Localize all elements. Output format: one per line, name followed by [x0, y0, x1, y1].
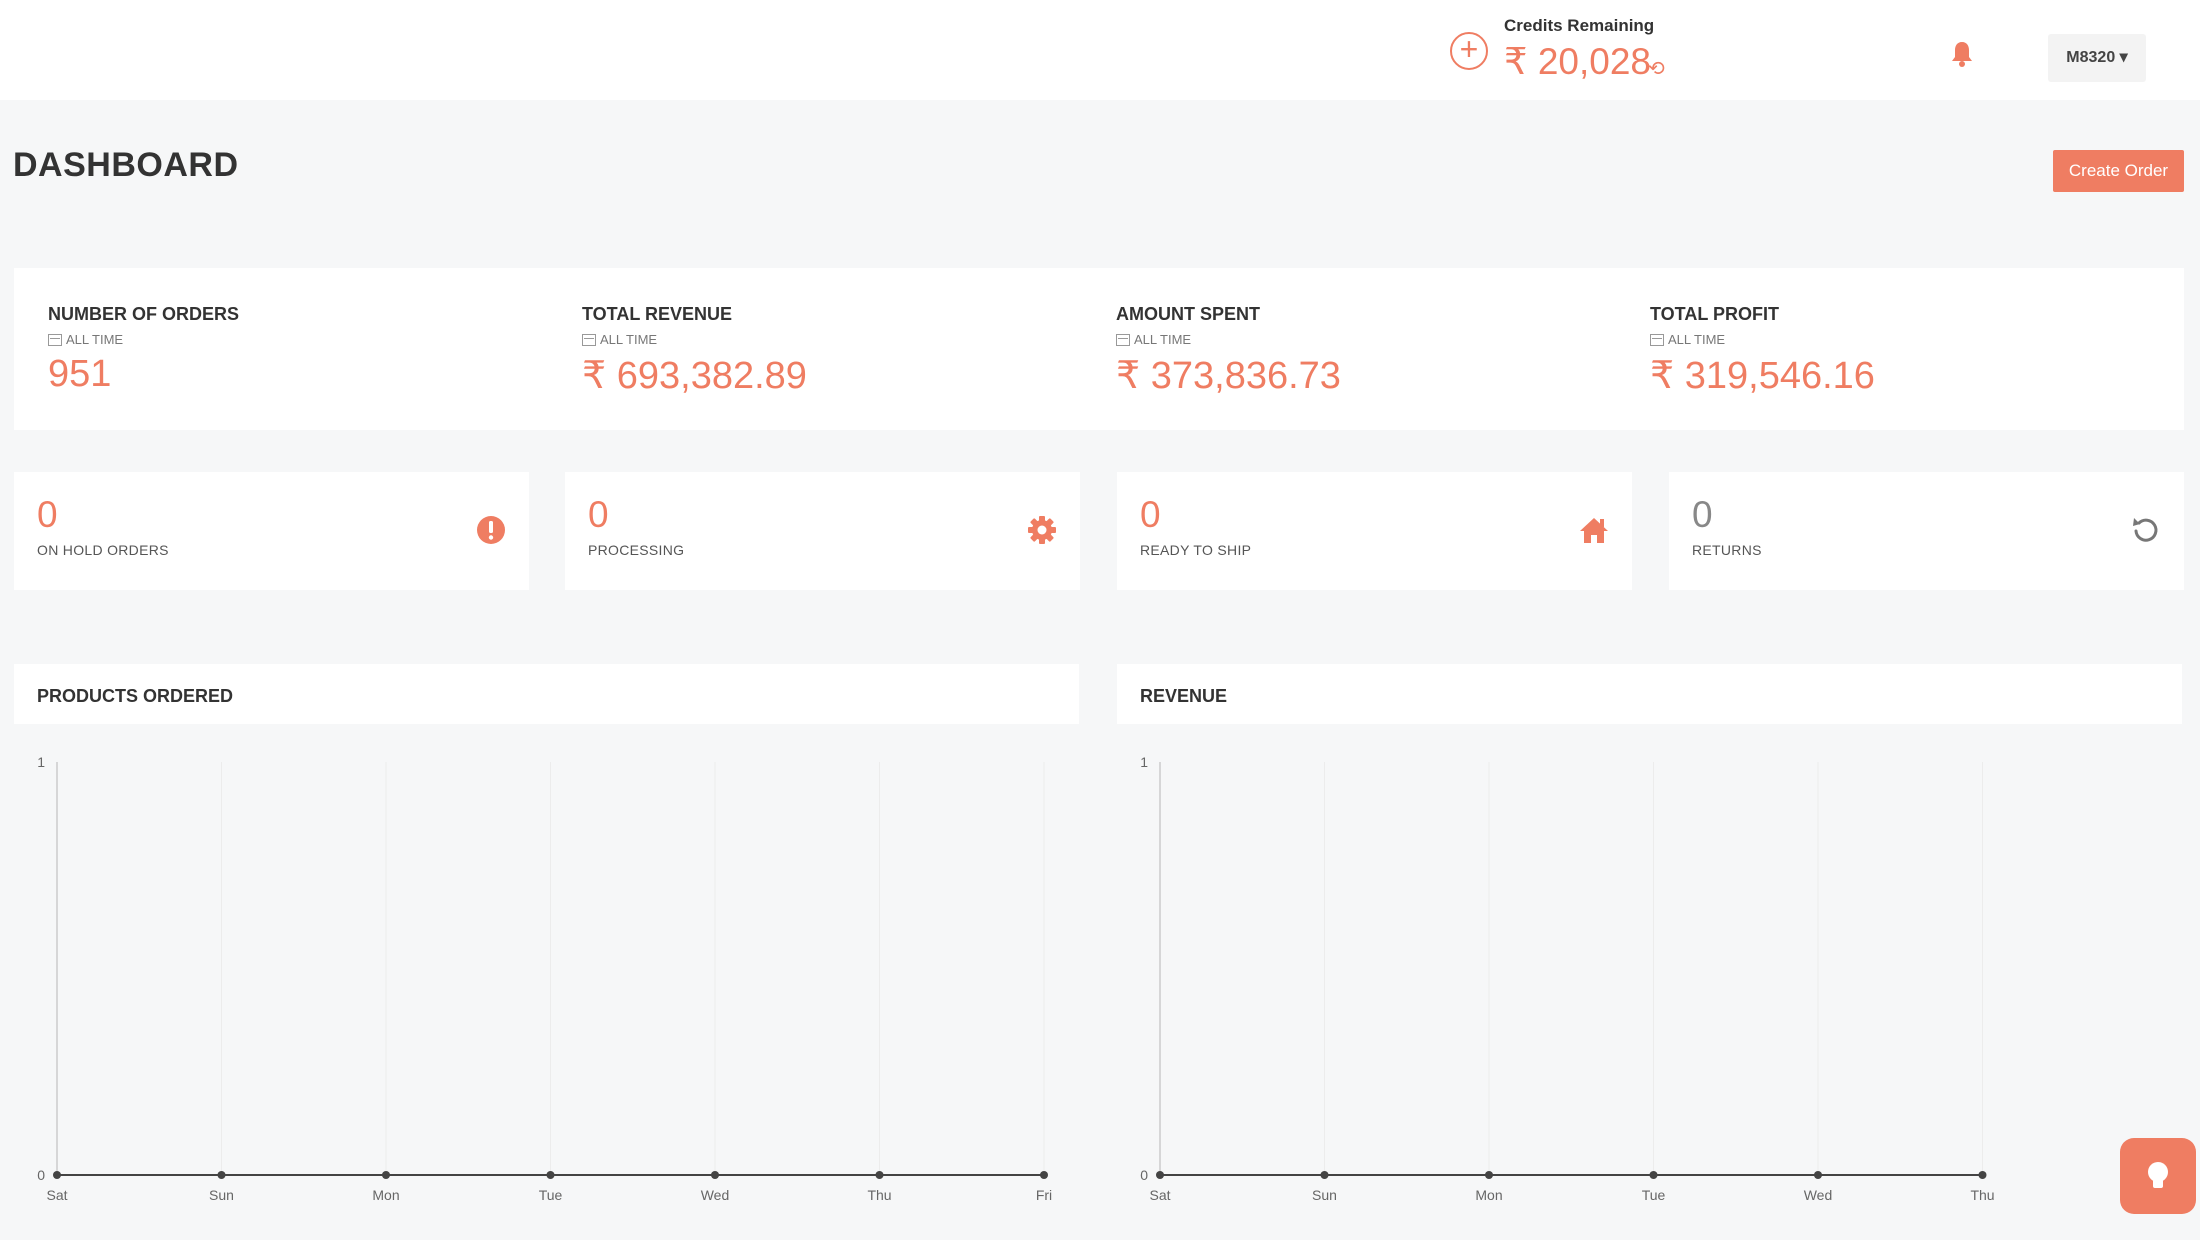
stat-total-profit: TOTAL PROFIT ALL TIME ₹ 319,546.16 — [1650, 304, 1875, 398]
stat-value: ₹ 373,836.73 — [1116, 355, 1341, 397]
data-point — [546, 1171, 555, 1179]
stat-period-text: ALL TIME — [66, 332, 124, 347]
x-tick-label: Thu — [867, 1187, 891, 1203]
calendar-icon — [48, 333, 62, 346]
products-ordered-chart: 0 1 Sat Sun Mon Tue Wed Thu Fri — [37, 754, 1052, 1203]
page-title: DASHBOARD — [13, 146, 239, 184]
x-tick-label: Sat — [1149, 1187, 1170, 1203]
credits-value: ₹ 20,028 — [1504, 41, 1651, 82]
x-tick-label: Sat — [46, 1187, 67, 1203]
top-bar: + Credits Remaining ₹ 20,028 ⟲ M8320 ▾ — [0, 0, 2200, 100]
help-chat-button[interactable] — [2120, 1138, 2196, 1214]
status-card-returns[interactable]: 0 RETURNS — [1669, 472, 2184, 590]
x-tick-label: Sun — [209, 1187, 234, 1203]
data-point — [1649, 1171, 1658, 1179]
y-tick-label: 0 — [1140, 1167, 1148, 1183]
status-card-on-hold[interactable]: 0 ON HOLD ORDERS — [14, 472, 529, 590]
status-label: PROCESSING — [588, 542, 685, 558]
stat-value: ₹ 319,546.16 — [1650, 355, 1875, 397]
plus-circle-icon[interactable]: + — [1450, 32, 1488, 70]
status-card-processing[interactable]: 0 PROCESSING — [565, 472, 1080, 590]
stat-label: TOTAL REVENUE — [582, 304, 733, 324]
undo-icon — [2133, 518, 2158, 542]
refresh-icon[interactable]: ⟲ — [1648, 58, 1665, 80]
x-tick-label: Sun — [1312, 1187, 1337, 1203]
stat-total-revenue: TOTAL REVENUE ALL TIME ₹ 693,382.89 — [582, 304, 807, 398]
status-count: 0 — [1140, 494, 1161, 535]
stat-number-of-orders: NUMBER OF ORDERS ALL TIME 951 — [48, 304, 239, 396]
data-point — [1978, 1171, 1987, 1179]
revenue-chart: 0 1 Sat Sun Mon Tue Wed Thu — [1140, 754, 1994, 1203]
status-label: RETURNS — [1692, 542, 1762, 558]
status-count: 0 — [37, 494, 58, 535]
x-tick-label: Wed — [1804, 1187, 1833, 1203]
data-point — [1156, 1171, 1164, 1179]
x-tick-label: Mon — [1475, 1187, 1502, 1203]
chart-title: REVENUE — [1140, 686, 1228, 706]
products-ordered-header: PRODUCTS ORDERED — [14, 664, 1079, 724]
data-point — [53, 1171, 61, 1179]
x-tick-label: Tue — [1642, 1187, 1666, 1203]
x-tick-label: Mon — [372, 1187, 399, 1203]
data-point — [217, 1171, 226, 1179]
bell-icon[interactable] — [1950, 40, 1974, 68]
create-order-button[interactable]: Create Order — [2053, 150, 2184, 192]
x-tick-label: Wed — [701, 1187, 730, 1203]
exclamation-circle-icon — [477, 516, 505, 544]
stat-amount-spent: AMOUNT SPENT ALL TIME ₹ 373,836.73 — [1116, 304, 1341, 398]
data-point — [711, 1171, 719, 1179]
data-point — [1320, 1171, 1329, 1179]
home-icon — [1580, 518, 1608, 543]
calendar-icon — [1116, 333, 1130, 346]
x-tick-label: Fri — [1036, 1187, 1052, 1203]
lightbulb-icon — [2148, 1162, 2168, 1188]
data-point — [382, 1171, 390, 1179]
stat-period: ALL TIME — [48, 332, 239, 347]
stat-period: ALL TIME — [1650, 332, 1875, 347]
gear-icon — [1028, 516, 1056, 544]
calendar-icon — [582, 333, 596, 346]
chart-title: PRODUCTS ORDERED — [37, 686, 234, 706]
data-point — [1485, 1171, 1493, 1179]
status-label: READY TO SHIP — [1140, 542, 1252, 558]
data-point — [1814, 1171, 1822, 1179]
revenue-header: REVENUE — [1117, 664, 2182, 724]
status-label: ON HOLD ORDERS — [37, 542, 169, 558]
stat-period-text: ALL TIME — [1668, 332, 1726, 347]
stat-value: ₹ 693,382.89 — [582, 355, 807, 397]
status-count: 0 — [588, 494, 609, 535]
stat-period-text: ALL TIME — [600, 332, 658, 347]
x-tick-label: Tue — [539, 1187, 563, 1203]
stat-period: ALL TIME — [1116, 332, 1341, 347]
stat-label: AMOUNT SPENT — [1116, 304, 1260, 324]
data-point — [1040, 1171, 1048, 1179]
credits-label: Credits Remaining — [1504, 16, 1655, 35]
y-tick-label: 0 — [37, 1167, 45, 1183]
stat-period: ALL TIME — [582, 332, 807, 347]
calendar-icon — [1650, 333, 1664, 346]
x-tick-label: Thu — [1970, 1187, 1994, 1203]
stat-value: 951 — [48, 353, 112, 395]
status-card-ready-to-ship[interactable]: 0 READY TO SHIP — [1117, 472, 1632, 590]
stat-period-text: ALL TIME — [1134, 332, 1192, 347]
y-tick-label: 1 — [1140, 754, 1148, 770]
user-menu-dropdown[interactable]: M8320 ▾ — [2048, 34, 2146, 82]
summary-stats-card: NUMBER OF ORDERS ALL TIME 951 TOTAL REVE… — [14, 268, 2184, 430]
status-count: 0 — [1692, 494, 1713, 535]
data-point — [875, 1171, 884, 1179]
stat-label: NUMBER OF ORDERS — [48, 304, 240, 324]
y-tick-label: 1 — [37, 754, 45, 770]
stat-label: TOTAL PROFIT — [1650, 304, 1779, 324]
